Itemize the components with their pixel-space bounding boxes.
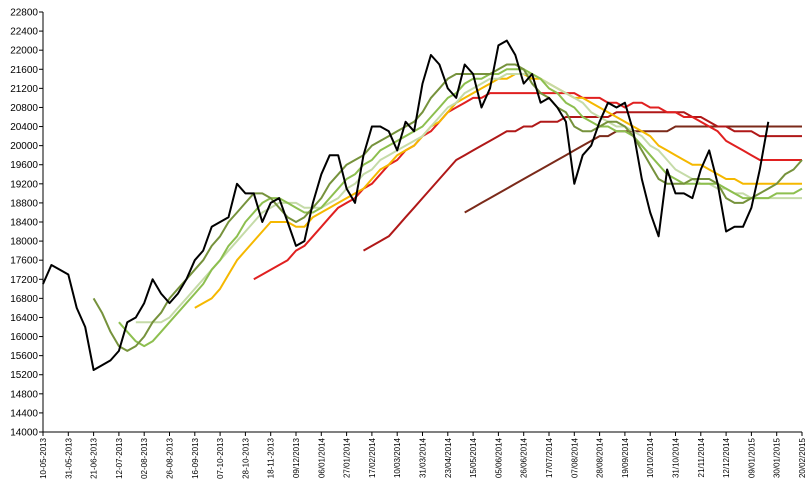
x-tick-label: 09/12/2013 [292, 437, 301, 478]
x-tick-label: 15/05/2014 [469, 437, 478, 478]
series-line [253, 92, 802, 281]
y-tick-label: 20000 [10, 141, 38, 152]
y-tick-label: 20800 [10, 103, 38, 114]
y-tick-label: 14800 [10, 389, 38, 400]
x-tick-label: 07-10-2013 [216, 437, 225, 478]
x-tick-label: 09/01/2015 [747, 437, 756, 478]
y-tick-label: 18800 [10, 198, 38, 209]
series-line [464, 125, 802, 214]
x-tick-label: 28-10-2013 [241, 437, 250, 478]
x-tick-label: 06/01/2014 [317, 437, 326, 478]
x-tick-label: 10/03/2014 [393, 437, 402, 478]
y-tick-label: 14000 [10, 428, 38, 439]
y-tick-label: 18400 [10, 218, 38, 229]
y-tick-label: 22000 [10, 46, 38, 57]
y-tick-label: 14400 [10, 408, 38, 419]
x-tick-label: 17/02/2014 [368, 437, 377, 478]
y-tick-label: 22800 [10, 8, 38, 19]
x-tick-label: 18-11-2013 [267, 437, 276, 478]
y-tick-label: 21200 [10, 84, 38, 95]
y-tick-label: 15200 [10, 370, 38, 381]
y-tick-label: 15600 [10, 351, 38, 362]
x-tick-label: 12/12/2014 [722, 437, 731, 478]
series-line [118, 68, 803, 348]
y-tick-label: 16800 [10, 294, 38, 305]
y-tick-label: 21600 [10, 65, 38, 76]
y-tick-label: 16400 [10, 313, 38, 324]
x-tick-label: 07/08/2014 [570, 437, 579, 478]
x-tick-label: 31/10/2014 [672, 437, 681, 478]
x-tick-label: 19/09/2014 [621, 437, 630, 478]
series-line [194, 73, 802, 309]
x-tick-label: 31/03/2014 [419, 437, 428, 478]
y-tick-label: 19200 [10, 179, 38, 190]
x-tick-label: 12-07-2013 [115, 437, 124, 478]
x-tick-label: 21-06-2013 [90, 437, 99, 478]
x-tick-label: 10-05-2013 [39, 437, 48, 478]
y-tick-label: 19600 [10, 160, 38, 171]
x-tick-label: 27/01/2014 [343, 437, 352, 478]
x-tick-label: 30/01/2015 [773, 437, 782, 478]
y-tick-label: 17600 [10, 256, 38, 267]
x-tick-label: 28/08/2014 [596, 437, 605, 478]
x-tick-label: 17/07/2014 [545, 437, 554, 478]
y-tick-label: 22400 [10, 27, 38, 38]
series-line [42, 39, 770, 371]
x-tick-label: 16-09-2013 [191, 437, 200, 478]
y-tick-label: 17200 [10, 275, 38, 286]
x-tick-label: 23/04/2014 [444, 437, 453, 478]
x-tick-label: 21/11/2014 [697, 437, 706, 477]
series-line [92, 63, 803, 352]
x-tick-label: 05/06/2014 [494, 437, 503, 478]
x-tick-label: 26-08-2013 [166, 437, 175, 478]
x-tick-label: 20/02/2015 [798, 437, 807, 478]
y-tick-label: 16000 [10, 332, 38, 343]
y-tick-label: 18000 [10, 237, 38, 248]
x-tick-label: 31-05-2013 [64, 437, 73, 478]
y-tick-label: 20400 [10, 122, 38, 133]
x-tick-label: 10/10/2014 [646, 437, 655, 478]
series-line [135, 73, 802, 324]
x-tick-label: 02-08-2013 [140, 437, 149, 478]
x-tick-label: 26/06/2014 [520, 437, 529, 478]
